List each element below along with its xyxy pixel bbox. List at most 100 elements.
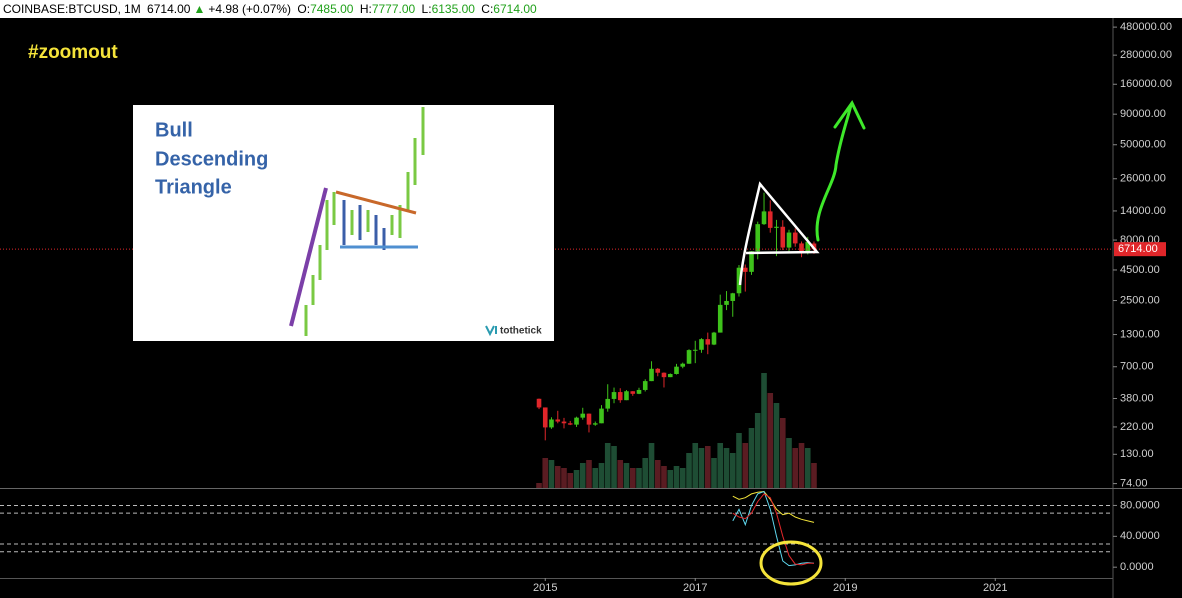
volume-bar — [786, 438, 792, 488]
y-tick-label: 220.00 — [1120, 421, 1154, 433]
y-tick-label: 480000.00 — [1120, 21, 1172, 33]
volume-bar — [811, 463, 817, 488]
candle-body — [611, 392, 617, 399]
volume-bar — [767, 393, 774, 488]
inset-title: Descending — [155, 148, 268, 170]
close-label: C: — [481, 2, 494, 16]
inset-bars — [304, 107, 425, 336]
volume-bar — [661, 466, 667, 488]
candle-body — [592, 423, 598, 425]
x-tick-label: 2017 — [683, 582, 707, 594]
volume-bar — [792, 448, 799, 488]
candle-body — [786, 232, 792, 248]
candle-body — [555, 419, 561, 422]
candle-body — [642, 381, 648, 390]
candle-body — [605, 398, 611, 409]
x-tick-label: 2015 — [533, 582, 557, 594]
symbol: COINBASE:BTCUSD, — [3, 2, 122, 16]
y-tick-label: 2500.00 — [1120, 294, 1160, 306]
candle-body — [674, 366, 679, 374]
interval: 1M — [124, 2, 141, 16]
volume-bar — [629, 468, 636, 488]
candle-body — [705, 339, 711, 345]
candle-body — [799, 243, 804, 252]
volume-bar — [779, 418, 786, 488]
volume-bar — [679, 468, 686, 488]
volume-bar — [704, 446, 711, 488]
candle-body — [730, 293, 736, 301]
triangle-drawing — [738, 181, 820, 286]
volume-bar — [611, 446, 617, 488]
volume-bar — [598, 463, 605, 488]
high-label: H: — [359, 2, 372, 16]
y-tick-label: 4500.00 — [1120, 264, 1160, 276]
candle-body — [636, 389, 642, 394]
volume-bar — [542, 458, 549, 488]
open: 7485.00 — [310, 2, 354, 16]
candle-body — [692, 349, 698, 351]
volume-bar — [798, 443, 805, 488]
candle-body — [574, 417, 579, 425]
candle-body — [536, 398, 542, 408]
low-label: L: — [421, 2, 432, 16]
inset-title: Bull — [155, 119, 193, 141]
candle-body — [761, 211, 767, 225]
inset-title: Triangle — [155, 176, 232, 198]
volume-bar — [748, 428, 755, 488]
marks: 74.00 130.00 220.00 380.00 700.00 1300.00 2500… — [0, 21, 1172, 594]
volume-bar — [642, 458, 649, 488]
candle-body — [599, 408, 604, 424]
volume-bar — [617, 460, 624, 488]
candle-body — [699, 339, 704, 350]
arrow-drawing — [815, 100, 866, 242]
volume-bar — [636, 468, 642, 488]
candle-body — [624, 391, 629, 401]
volume-bar — [573, 470, 580, 488]
candle-body — [617, 392, 623, 401]
candle-body — [661, 372, 667, 378]
candle-body — [755, 224, 761, 252]
volume-bar — [554, 466, 561, 488]
y-tick-label: 40.0000 — [1120, 530, 1160, 542]
candle-body — [717, 304, 723, 333]
y-tick-label: 90000.00 — [1120, 108, 1166, 120]
candle-body — [811, 243, 817, 250]
volume-bar — [623, 463, 630, 488]
volume-bar — [586, 460, 592, 488]
volume-bar — [711, 458, 717, 488]
candle-body — [649, 368, 654, 382]
candle-body — [742, 267, 748, 272]
volume-bar — [761, 373, 767, 488]
candle-body — [680, 363, 686, 367]
inset-trendline — [335, 190, 417, 215]
volume-bar — [804, 448, 811, 488]
y-tick-label: 14000.00 — [1120, 205, 1166, 217]
volume-bar — [579, 463, 586, 488]
volume-bar — [673, 466, 680, 488]
volume-bar — [729, 453, 736, 488]
candle-body — [711, 332, 717, 345]
low: 6135.00 — [431, 2, 475, 16]
volume-bar — [648, 443, 655, 488]
y-tick-label: 26000.00 — [1120, 173, 1166, 185]
candle-body — [767, 211, 773, 228]
arrow: ▲ — [193, 2, 206, 16]
candle-body — [736, 267, 742, 294]
candle-body — [630, 391, 636, 394]
y-tick-label: 74.00 — [1120, 478, 1148, 490]
volume-bar — [561, 468, 567, 488]
annotation-tag: #zoomout — [28, 42, 118, 63]
indicator-line — [732, 493, 814, 566]
volume-bar — [717, 443, 724, 488]
volume-bar — [536, 483, 542, 488]
candle-body — [667, 373, 673, 378]
candle-body — [774, 226, 779, 228]
y-tick-label: 280000.00 — [1120, 49, 1172, 61]
candle-body — [724, 300, 729, 305]
candle-body — [805, 241, 811, 252]
y-tick-label: 700.00 — [1120, 361, 1154, 373]
header: COINBASE:BTCUSD, 1M 6714.00 ▲ +4.98 (+0.07%… — [0, 0, 1182, 18]
y-tick-label: 130.00 — [1120, 448, 1154, 460]
volume-bar — [567, 473, 574, 488]
